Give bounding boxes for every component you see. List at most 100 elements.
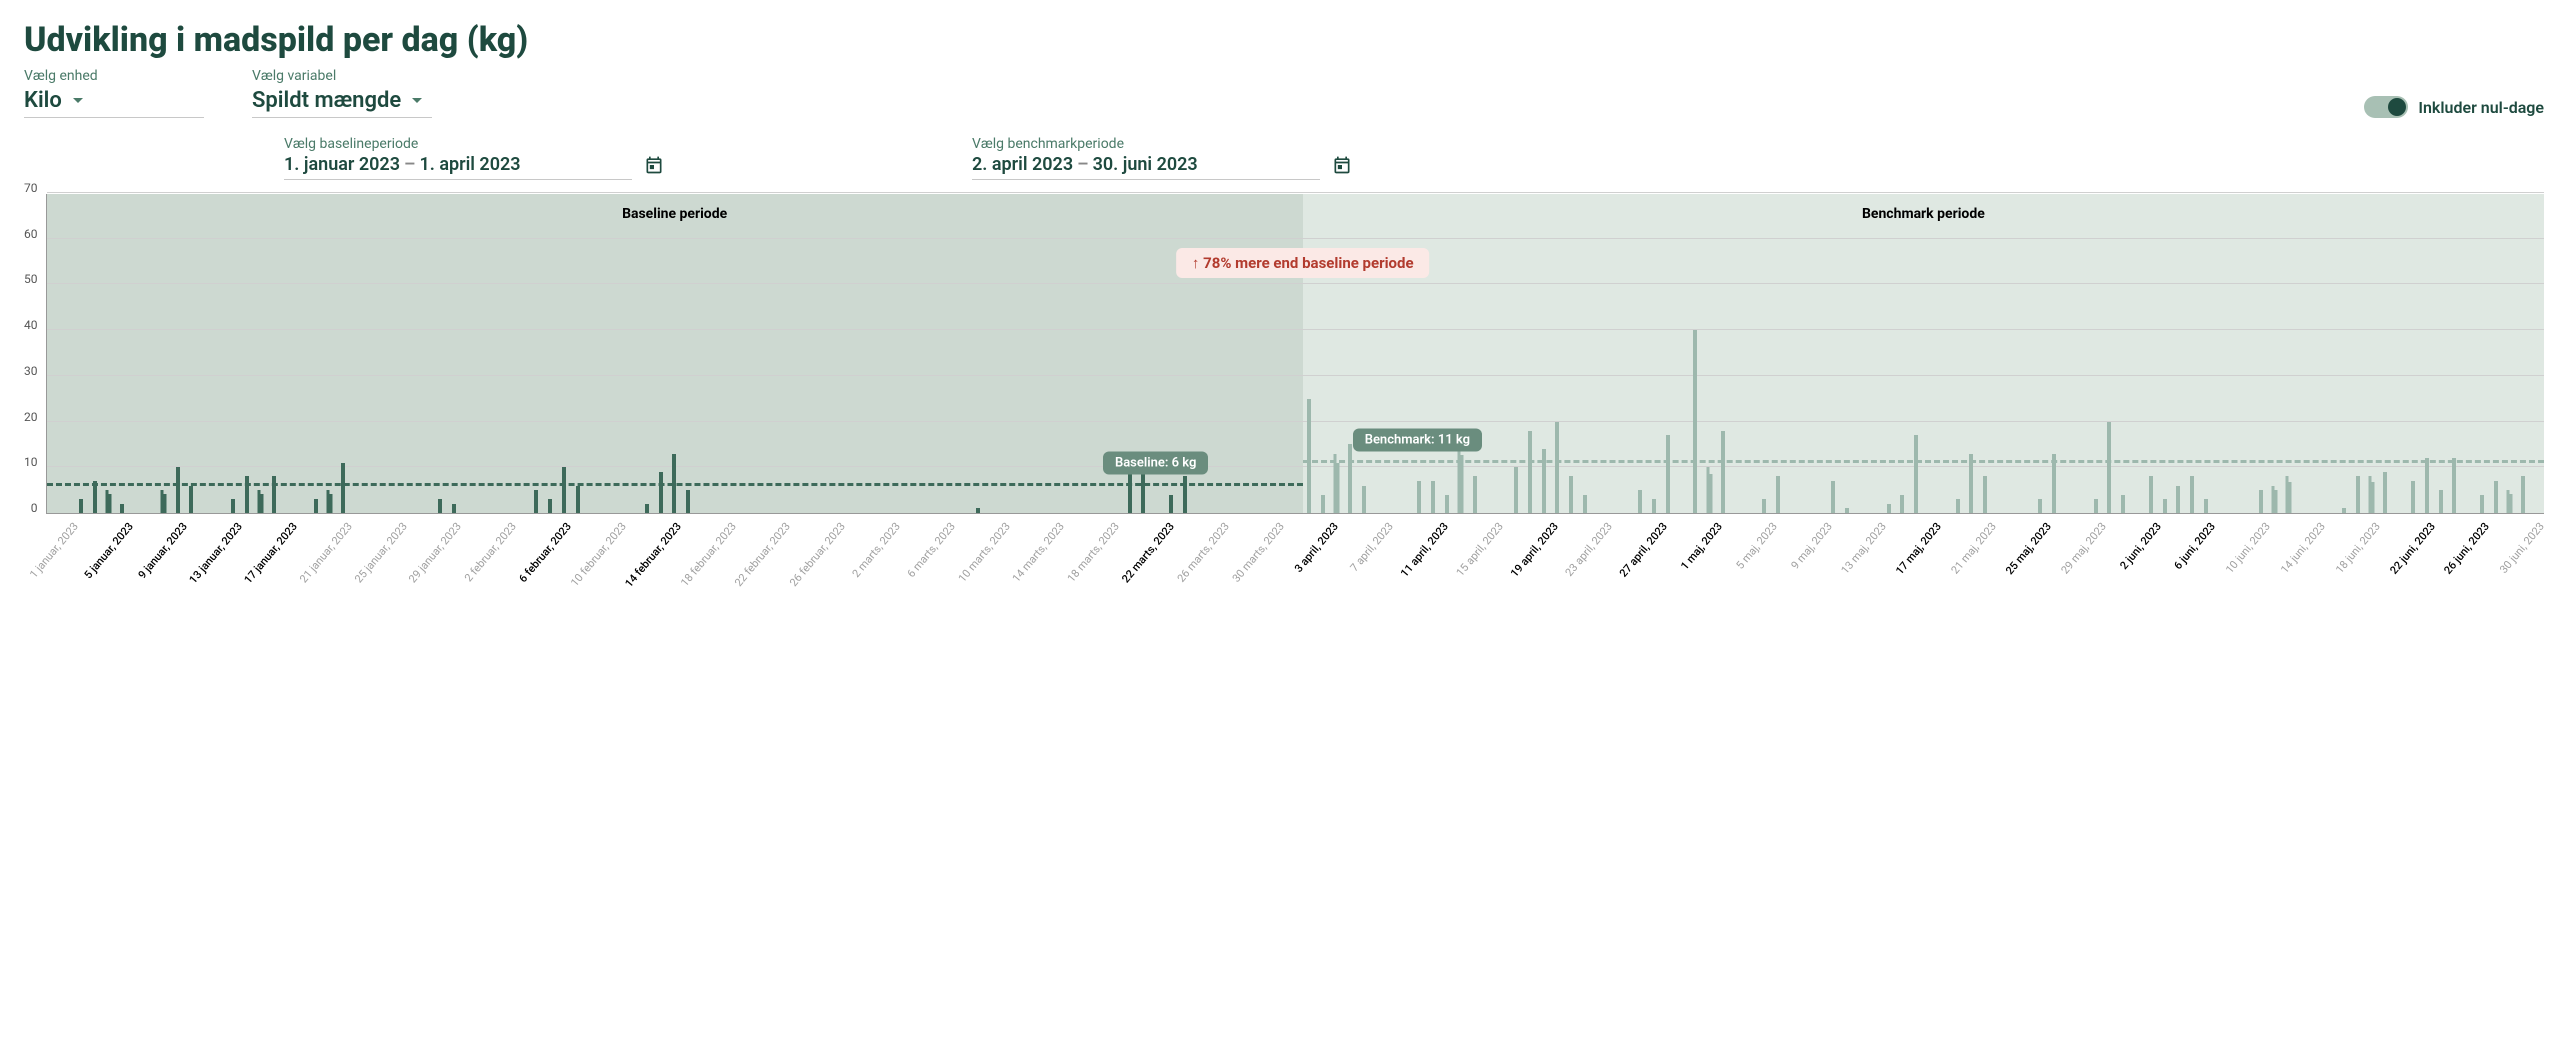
x-tick: 23 april, 2023 <box>1563 520 1615 579</box>
chart: 706050403020100 Baseline periodeBenchmar… <box>24 194 2544 514</box>
bar <box>1307 399 1311 513</box>
y-axis: 706050403020100 <box>24 194 46 514</box>
bar <box>109 494 112 513</box>
x-tick: 29 januar, 2023 <box>407 520 465 585</box>
x-tick: 25 maj, 2023 <box>2003 520 2054 577</box>
bar <box>1555 422 1559 513</box>
x-tick: 26 juni, 2023 <box>2442 520 2493 577</box>
baseline-period-range[interactable]: 1. januar 2023 – 1. april 2023 <box>284 154 632 180</box>
unit-select[interactable]: Kilo <box>24 86 204 118</box>
baseline-period-title: Baseline periode <box>622 206 727 222</box>
x-tick: 14 februar, 2023 <box>622 520 684 590</box>
bar <box>438 499 442 513</box>
bar <box>2176 486 2180 513</box>
bar <box>120 504 124 513</box>
bar <box>1914 435 1918 513</box>
bar <box>1652 499 1656 513</box>
bar <box>1542 449 1546 513</box>
bar <box>2411 481 2415 513</box>
bars-layer <box>47 194 2545 513</box>
bar <box>534 490 538 513</box>
controls-row: Vælg enhed Kilo Vælg variabel Spildt mæn… <box>24 68 2544 118</box>
bar <box>2275 490 2278 513</box>
zero-days-toggle[interactable] <box>2364 96 2408 118</box>
bar <box>1431 481 1435 513</box>
bar <box>1776 476 1780 513</box>
bar <box>314 499 318 513</box>
bar <box>976 508 980 513</box>
x-tick: 9 maj, 2023 <box>1788 520 1834 572</box>
bar <box>2107 422 2111 513</box>
x-tick: 11 april, 2023 <box>1398 520 1451 580</box>
bar <box>1445 495 1449 513</box>
bar <box>2383 472 2387 513</box>
variable-select[interactable]: Spildt mængde <box>252 86 432 118</box>
x-tick: 30 juni, 2023 <box>2497 520 2547 576</box>
baseline-from: 1. januar 2023 <box>284 154 400 175</box>
unit-value: Kilo <box>24 88 62 113</box>
bar <box>2510 494 2513 513</box>
bar <box>176 467 180 513</box>
comparison-callout: ↑ 78% mere end baseline periode <box>1176 248 1430 278</box>
bar <box>2149 476 2153 513</box>
bar <box>2038 499 2042 513</box>
bar <box>2425 458 2429 513</box>
bar <box>1337 463 1340 514</box>
bar <box>1638 490 1642 513</box>
dash: – <box>1077 154 1088 175</box>
calendar-icon[interactable] <box>644 155 664 179</box>
benchmark-period-control: Vælg benchmarkperiode 2. april 2023 – 30… <box>972 136 1352 180</box>
calendar-icon[interactable] <box>1332 155 1352 179</box>
baseline-period-label: Vælg baselineperiode <box>284 136 664 152</box>
bar <box>1348 444 1352 513</box>
bar <box>2163 499 2167 513</box>
bar <box>2190 476 2194 513</box>
x-tick: 3 april, 2023 <box>1292 520 1341 575</box>
bar <box>341 463 345 513</box>
bar <box>1417 481 1421 513</box>
bar <box>1362 486 1366 513</box>
bar <box>1169 495 1173 513</box>
bar <box>2521 476 2525 513</box>
x-tick: 26 marts, 2023 <box>1174 520 1231 585</box>
benchmark-period-range[interactable]: 2. april 2023 – 30. juni 2023 <box>972 154 1320 180</box>
x-tick: 18 februar, 2023 <box>678 520 739 589</box>
x-tick: 5 maj, 2023 <box>1733 520 1779 572</box>
bar <box>1983 476 1987 513</box>
bar <box>1831 481 1835 513</box>
x-tick: 17 januar, 2023 <box>242 520 300 586</box>
x-tick: 6 marts, 2023 <box>904 520 957 580</box>
bar <box>2480 495 2484 513</box>
bar <box>645 504 649 513</box>
bar <box>452 504 456 513</box>
baseline-to: 1. april 2023 <box>419 154 520 175</box>
bar <box>93 481 97 513</box>
bar <box>2204 499 2208 513</box>
bar <box>1666 435 1670 513</box>
x-tick: 13 maj, 2023 <box>1839 520 1889 577</box>
bar <box>562 467 566 513</box>
x-tick: 22 marts, 2023 <box>1119 520 1177 585</box>
zero-days-toggle-label: Inkluder nul-dage <box>2418 98 2544 117</box>
bar <box>1762 499 1766 513</box>
bar <box>2094 499 2098 513</box>
unit-label: Vælg enhed <box>24 68 204 84</box>
x-tick: 2 februar, 2023 <box>462 520 519 584</box>
bar <box>1473 476 1477 513</box>
bar <box>2372 482 2375 513</box>
x-tick: 10 juni, 2023 <box>2223 520 2273 576</box>
x-tick: 26 februar, 2023 <box>787 520 848 589</box>
x-tick: 1 maj, 2023 <box>1678 520 1725 572</box>
x-tick: 14 marts, 2023 <box>1010 520 1067 585</box>
bar <box>1461 455 1464 513</box>
bar <box>260 494 263 513</box>
toggle-knob <box>2388 98 2406 116</box>
bar <box>2342 508 2346 513</box>
x-tick: 9 januar, 2023 <box>136 520 190 581</box>
bar <box>1845 508 1849 513</box>
zero-days-toggle-wrap: Inkluder nul-dage <box>2364 96 2544 118</box>
bar <box>164 494 167 513</box>
bar <box>231 499 235 513</box>
bar <box>1900 495 1904 513</box>
baseline-avg-label: Baseline: 6 kg <box>1103 451 1209 474</box>
